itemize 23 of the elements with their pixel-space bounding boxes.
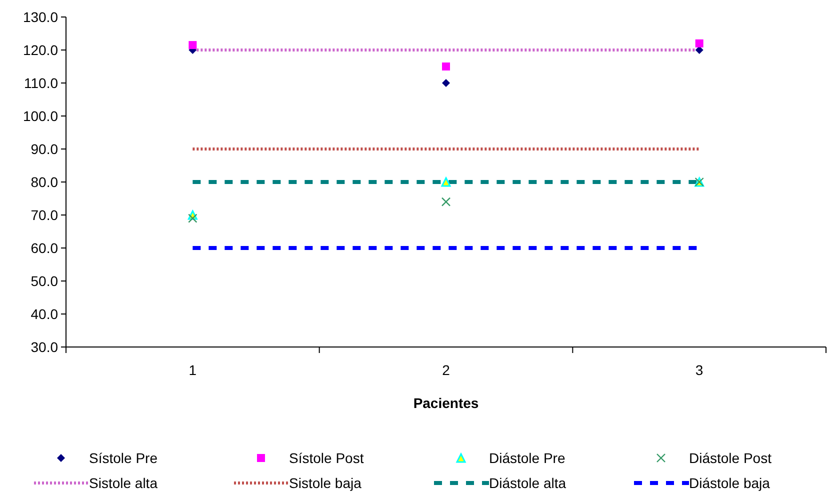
legend-label: Diástole Post [689,450,772,466]
y-tick-label: 50.0 [30,273,58,289]
y-tick-label: 60.0 [30,240,58,256]
y-tick-label: 30.0 [30,339,58,355]
x-tick-label: 3 [695,362,704,378]
y-tick-label: 40.0 [30,306,58,322]
legend-label: Sístole Pre [89,450,158,466]
legend-label: Sistole baja [289,475,362,491]
legend-label: Diástole baja [689,475,770,491]
y-tick-label: 70.0 [30,207,58,223]
y-tick-label: 130.0 [22,9,58,25]
legend-label: Diástole alta [489,475,566,491]
x-tick-label: 2 [442,362,450,378]
y-tick-label: 110.0 [24,75,58,91]
y-tick-label: 100.0 [22,108,58,124]
x-tick-label: 1 [188,362,197,378]
y-tick-label: 80.0 [30,174,58,190]
legend-label: Sístole Post [289,450,364,466]
x-axis-title: Pacientes [413,395,479,411]
y-tick-label: 120.0 [22,42,58,58]
y-tick-label: 90.0 [30,141,58,157]
legend-label: Diástole Pre [489,450,566,466]
legend-label: Sistole alta [89,475,158,491]
